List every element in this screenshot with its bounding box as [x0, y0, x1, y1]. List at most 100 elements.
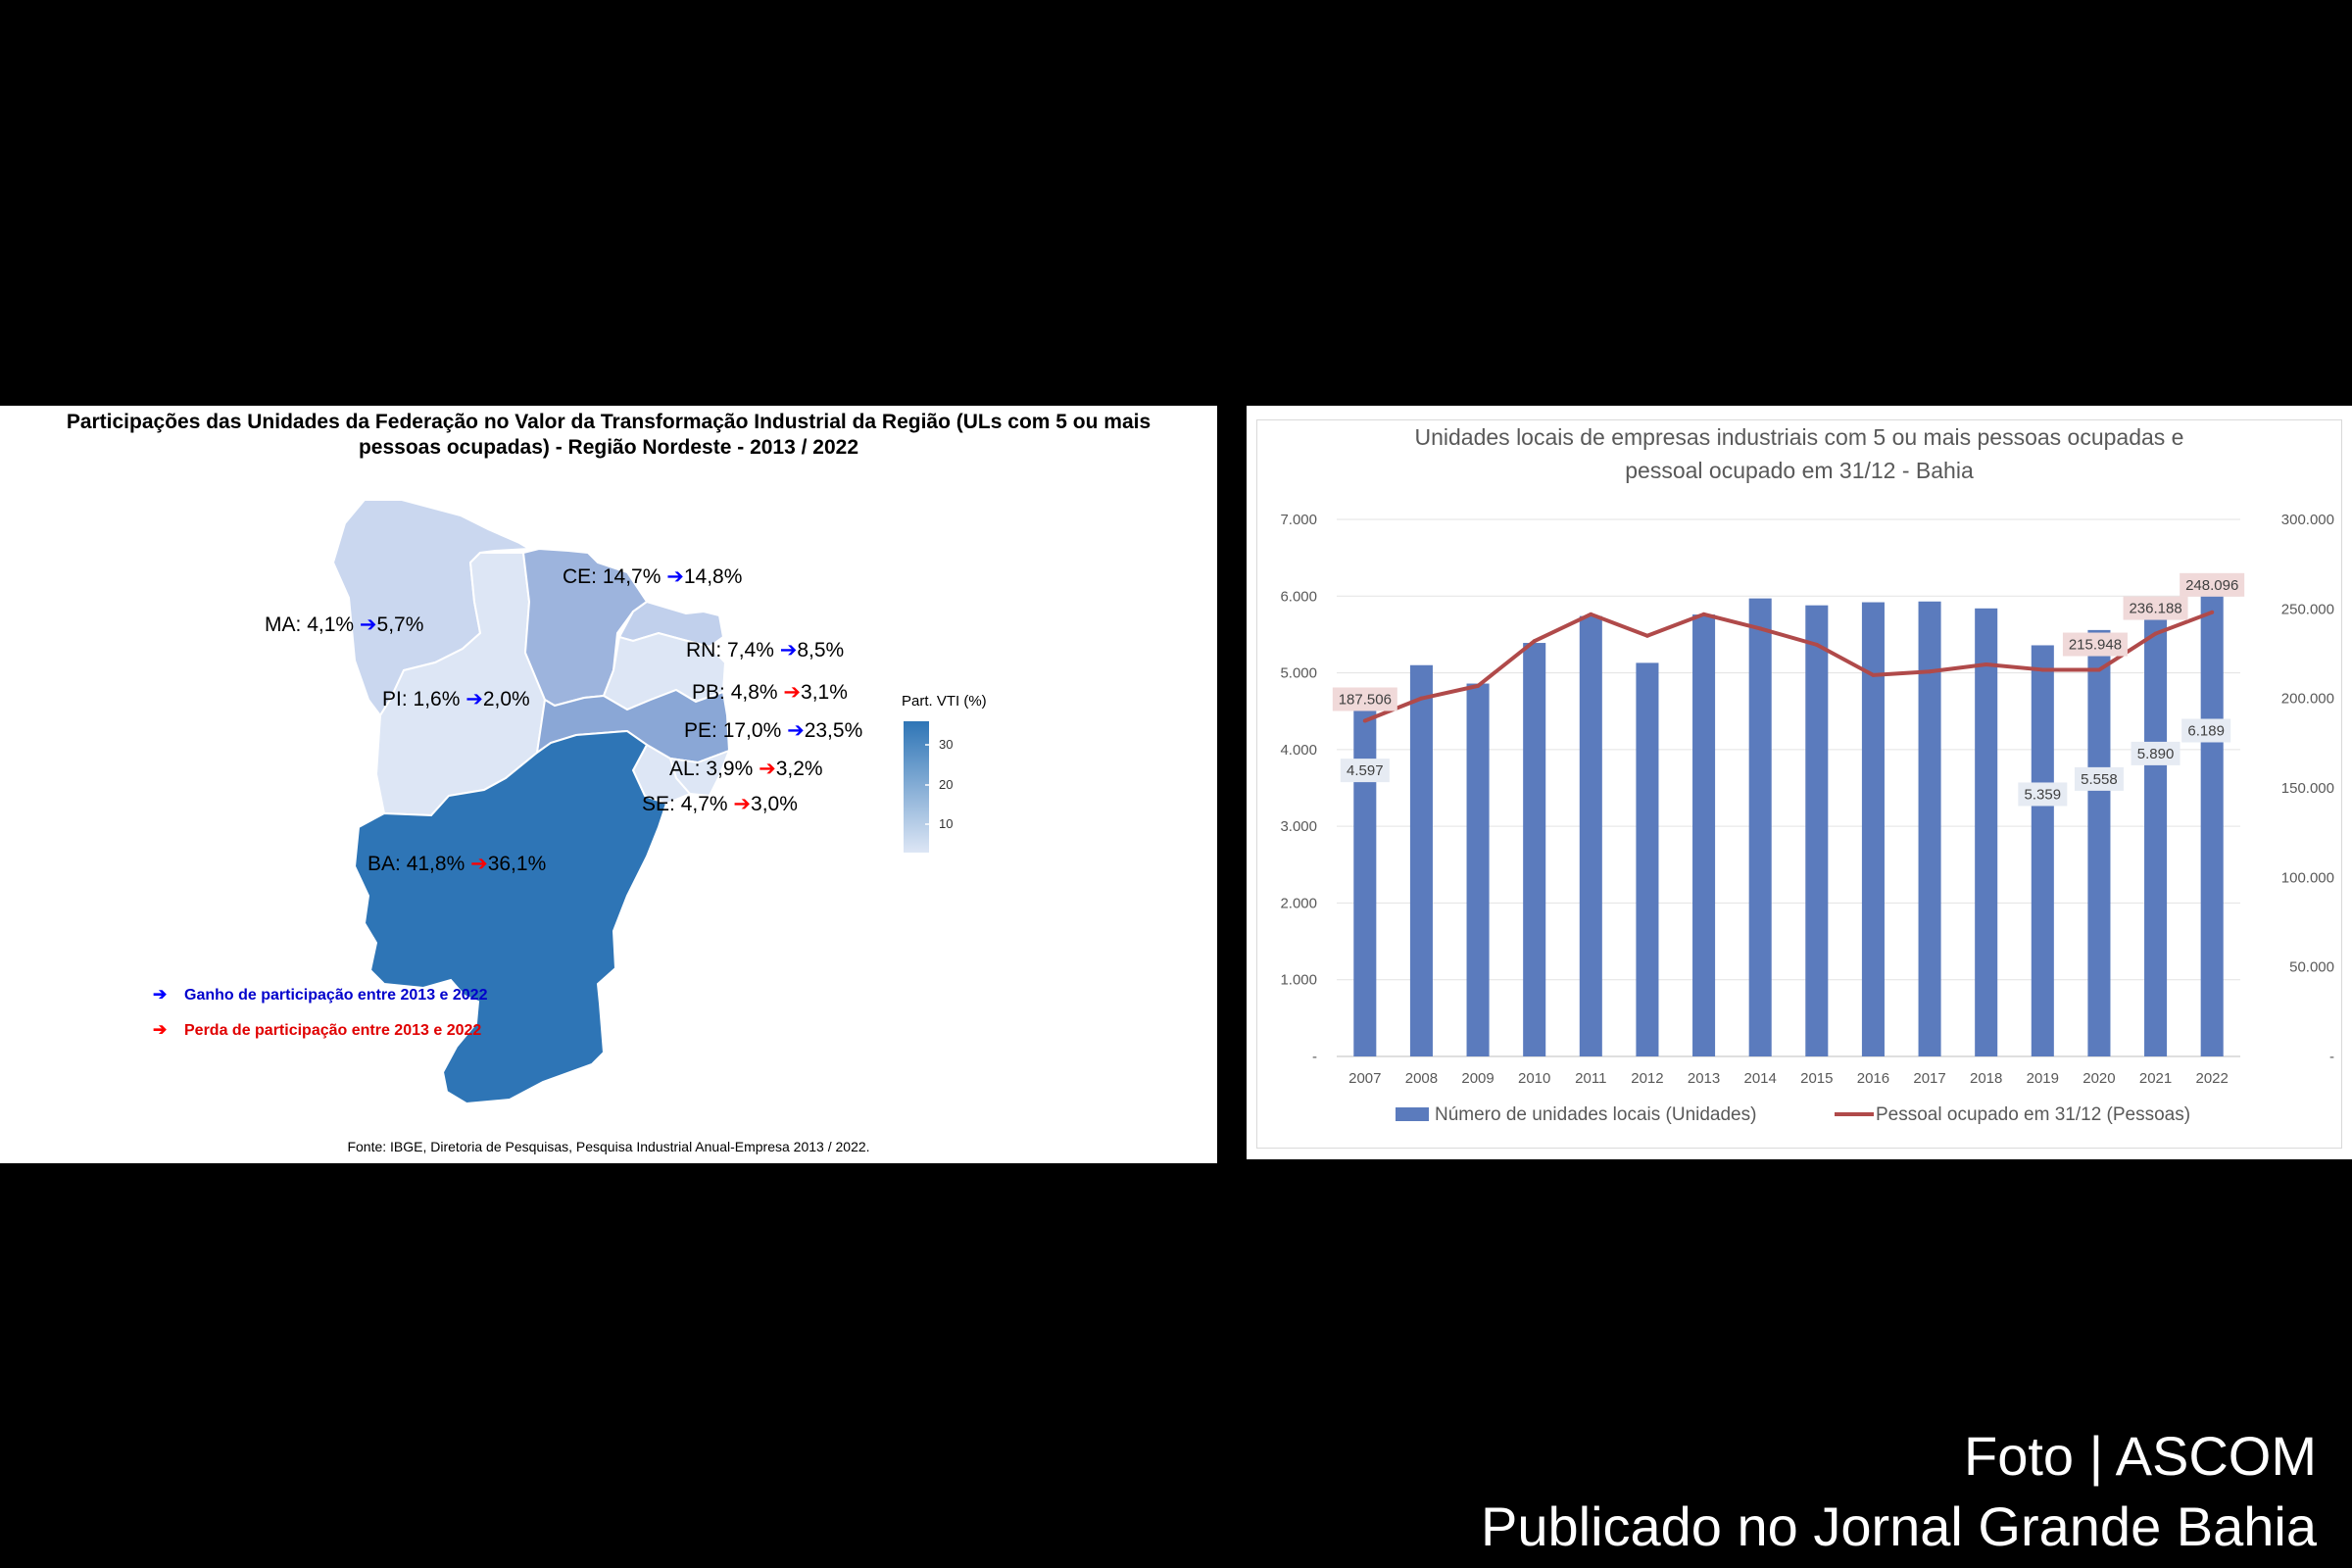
svg-text:AL: 3,9% ➔3,2%: AL: 3,9% ➔3,2%: [669, 758, 823, 780]
state-ce: [521, 547, 649, 708]
label-rn: RN: 7,4% ➔8,5%: [686, 639, 844, 662]
line-point: [1928, 669, 1933, 674]
x-tick-label: 2013: [1688, 1070, 1720, 1087]
bar-data-label: 6.189: [2187, 722, 2225, 739]
legend-line-label: Pessoal ocupado em 31/12 (Pessoas): [1876, 1104, 2190, 1125]
x-tick-label: 2020: [2082, 1070, 2115, 1087]
bar: [1409, 664, 1433, 1056]
combo-chart: Unidades locais de empresas industriais …: [1280, 424, 2334, 1125]
chart-frame: [1256, 419, 2342, 1149]
bar-data-label-bg: [2181, 718, 2231, 743]
bar-data-label: 5.359: [2025, 786, 2062, 803]
y-right-tick-label: 100.000: [2281, 869, 2334, 886]
label-ma: MA: 4,1% ➔5,7%: [265, 613, 423, 636]
bar: [1861, 602, 1885, 1056]
chart-legend: Número de unidades locais (Unidades) Pes…: [1396, 1104, 2190, 1125]
bar: [1692, 614, 1716, 1056]
line-data-label-bg: [2180, 572, 2245, 597]
svg-text:PE: 17,0% ➔23,5%: PE: 17,0% ➔23,5%: [684, 719, 862, 742]
svg-text:RN: 7,4% ➔8,5%: RN: 7,4% ➔8,5%: [686, 639, 844, 662]
x-tick-label: 2017: [1913, 1070, 1945, 1087]
svg-text:PB: 4,8% ➔3,1%: PB: 4,8% ➔3,1%: [692, 681, 848, 704]
svg-text:PI: 1,6% ➔2,0%: PI: 1,6% ➔2,0%: [382, 688, 530, 710]
x-tick-label: 2016: [1857, 1070, 1889, 1087]
bar: [2031, 645, 2054, 1056]
bar-data-label: 4.597: [1347, 762, 1384, 779]
vti-legend-title: Part. VTI (%): [902, 693, 987, 710]
bar: [2144, 604, 2168, 1056]
bar: [1748, 598, 1772, 1056]
label-pi: PI: 1,6% ➔2,0%: [382, 688, 530, 710]
line-point: [1419, 696, 1424, 701]
chart-panel: Unidades locais de empresas industriais …: [1247, 406, 2352, 1159]
line-point: [2096, 667, 2101, 672]
legend-gain: ➔ Ganho de participação entre 2013 e 202…: [153, 985, 488, 1004]
y-left-tick-label: 5.000: [1280, 665, 1317, 682]
y-right-tick-label: 150.000: [2281, 780, 2334, 797]
chart-title-line1: Unidades locais de empresas industriais …: [1415, 424, 2184, 450]
bar: [1975, 608, 1998, 1056]
bar-data-label-bg: [2018, 782, 2068, 807]
bar: [2087, 629, 2111, 1056]
svg-text:Ganho de participação entre 20: Ganho de participação entre 2013 e 2022: [184, 987, 488, 1004]
y-left-tick-label: 6.000: [1280, 588, 1317, 605]
bar-data-label-bg: [2074, 766, 2124, 791]
map-source: Fonte: IBGE, Diretoria de Pesquisas, Pes…: [347, 1139, 870, 1154]
legend-loss: ➔ Perda de participação entre 2013 e 202…: [153, 1020, 481, 1039]
svg-text:Perda de participação entre 20: Perda de participação entre 2013 e 2022: [184, 1022, 481, 1039]
bar: [1523, 643, 1546, 1056]
legend-bar-swatch: [1396, 1107, 1429, 1121]
bar: [1466, 683, 1490, 1056]
bar-data-label: 5.558: [2081, 771, 2118, 788]
vti-tick-20: 20: [939, 777, 953, 792]
line-data-label: 236.188: [2129, 601, 2181, 617]
x-tick-label: 2022: [2196, 1070, 2229, 1087]
line-point: [1758, 626, 1763, 631]
x-tick-label: 2008: [1405, 1070, 1438, 1087]
x-tick-label: 2015: [1800, 1070, 1833, 1087]
publication-credit: Publicado no Jornal Grande Bahia: [1480, 1495, 2317, 1557]
photo-credit: Foto | ASCOM: [1964, 1425, 2317, 1487]
line-point: [1984, 662, 1988, 666]
line-point: [1589, 612, 1593, 616]
x-tick-label: 2018: [1970, 1070, 2002, 1087]
line-point: [1532, 639, 1537, 644]
y-right-tick-label: -: [2329, 1049, 2334, 1065]
line-point: [1701, 612, 1706, 616]
line-data-label: 215.948: [2069, 637, 2122, 654]
line-point: [2153, 631, 2158, 636]
map-svg: Part. VTI (%) 30 20 10 MA: 4,1% ➔5,7% CE…: [153, 499, 987, 1105]
line-point: [1814, 642, 1819, 647]
map-title-line2: pessoas ocupadas) - Região Nordeste - 20…: [358, 436, 859, 459]
label-pb: PB: 4,8% ➔3,1%: [692, 681, 848, 704]
line-data-label-bg: [1332, 687, 1397, 711]
bar: [1918, 601, 1941, 1056]
bar-data-label: 5.890: [2137, 746, 2175, 762]
x-tick-label: 2014: [1744, 1070, 1777, 1087]
label-pe: PE: 17,0% ➔23,5%: [684, 719, 862, 742]
x-tick-label: 2011: [1575, 1070, 1606, 1087]
map-panel: Participações das Unidades da Federação …: [0, 406, 1217, 1163]
y-left-tick-label: -: [1312, 1049, 1317, 1065]
bar-data-label-bg: [2131, 741, 2180, 765]
bar: [1579, 615, 1602, 1056]
y-right-tick-label: 300.000: [2281, 512, 2334, 528]
label-ce: CE: 14,7% ➔14,8%: [563, 565, 742, 588]
line-point: [1644, 633, 1649, 638]
line-point: [2210, 610, 2215, 614]
line-data-label-bg: [2062, 632, 2128, 657]
label-ba: BA: 41,8% ➔36,1%: [368, 853, 546, 875]
x-tick-label: 2019: [2027, 1070, 2059, 1087]
y-right-tick-label: 50.000: [2289, 959, 2334, 976]
x-tick-label: 2007: [1348, 1070, 1381, 1087]
svg-text:MA: 4,1% ➔5,7%: MA: 4,1% ➔5,7%: [265, 613, 423, 636]
x-tick-label: 2012: [1631, 1070, 1663, 1087]
series-line: [1364, 610, 2213, 723]
bar: [1636, 662, 1659, 1056]
bar: [1805, 605, 1829, 1056]
bar: [1353, 704, 1377, 1056]
svg-text:➔: ➔: [153, 1020, 167, 1039]
label-al: AL: 3,9% ➔3,2%: [669, 758, 823, 780]
y-left-tick-label: 2.000: [1280, 895, 1317, 911]
svg-text:SE: 4,7% ➔3,0%: SE: 4,7% ➔3,0%: [642, 793, 798, 815]
